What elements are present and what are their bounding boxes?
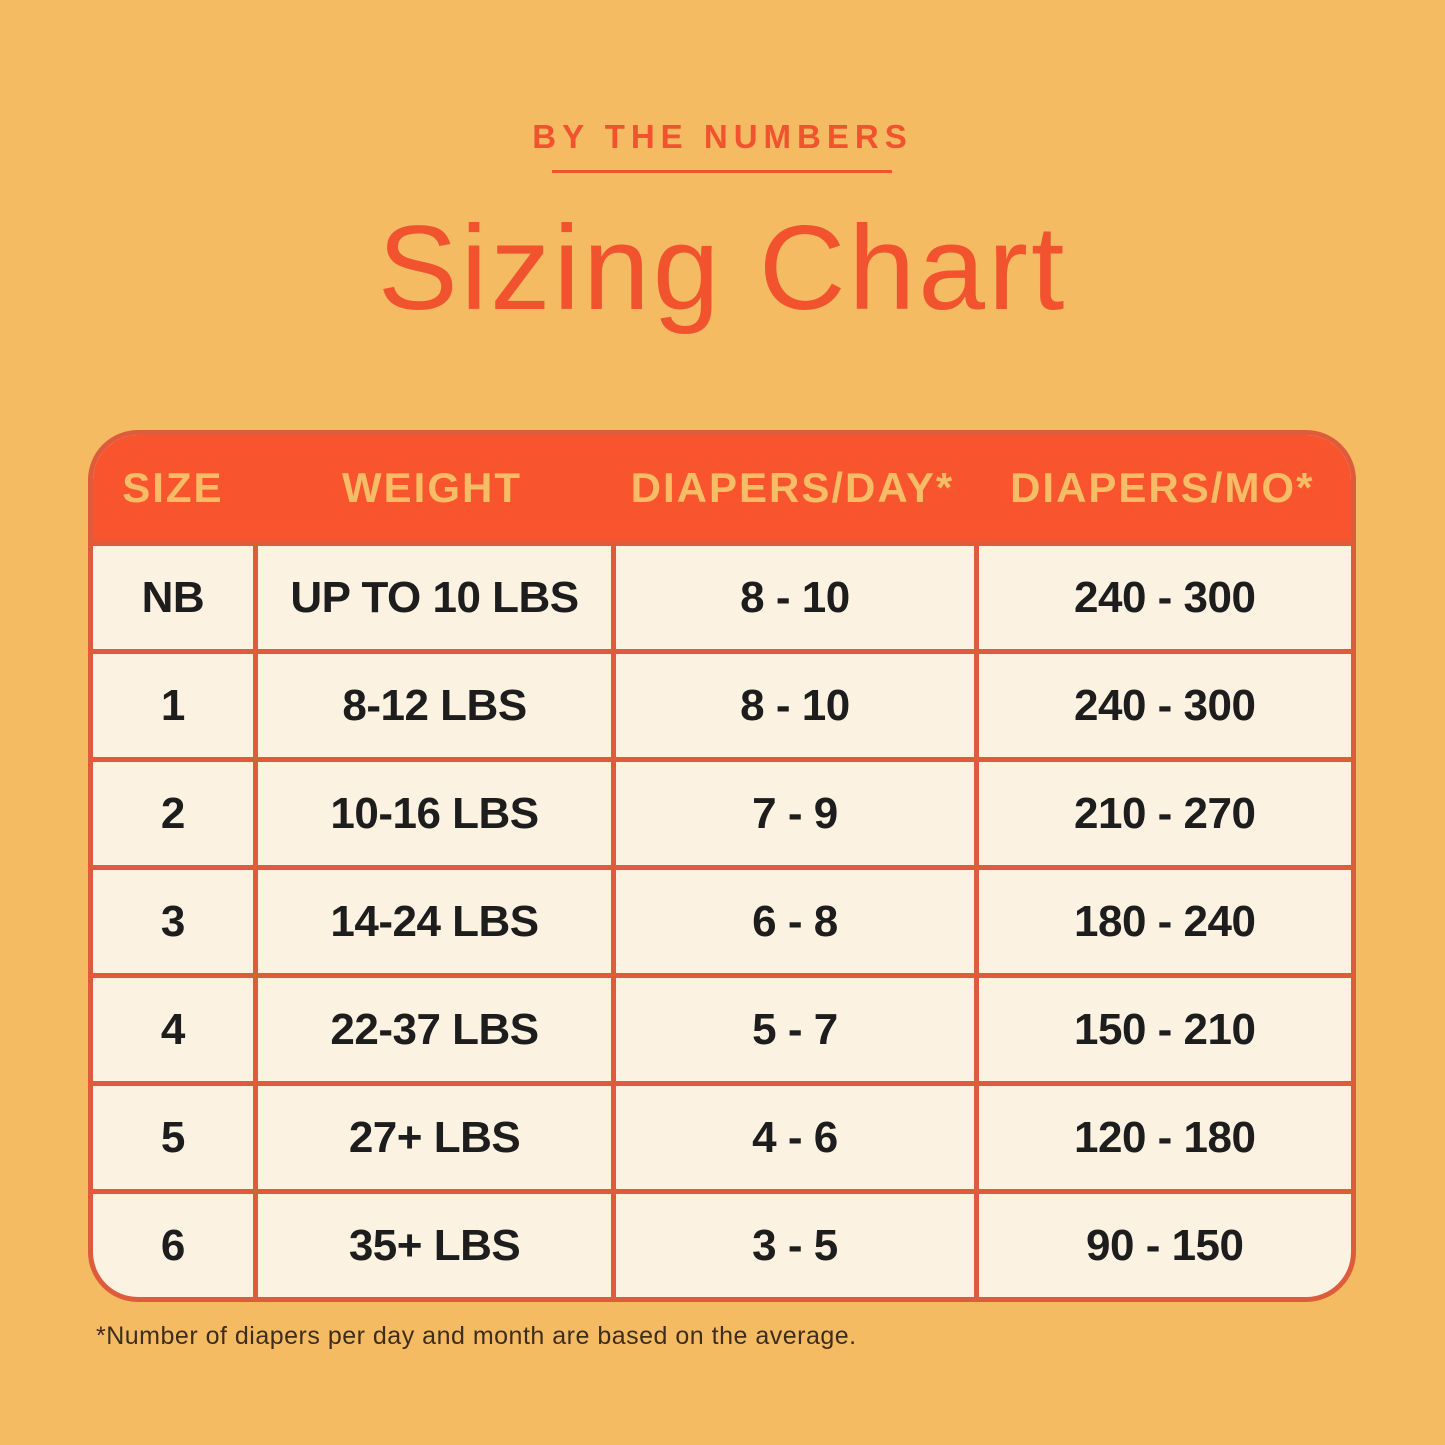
table-row: 3 14-24 LBS 6 - 8 180 - 240 <box>93 865 1351 973</box>
cell-diapers-day: 8 - 10 <box>611 654 973 757</box>
cell-diapers-month: 240 - 300 <box>973 546 1351 649</box>
cell-size: 4 <box>160 1004 185 1054</box>
eyebrow-rule <box>552 170 892 173</box>
cell-diapers-month: 240 - 300 <box>973 654 1351 757</box>
cell-size: 2 <box>160 788 185 838</box>
cell-weight: 8-12 LBS <box>252 654 612 757</box>
table-row: 6 35+ LBS 3 - 5 90 - 150 <box>93 1189 1351 1297</box>
cell-diapers-day: 6 - 8 <box>611 870 973 973</box>
table-row: 4 22-37 LBS 5 - 7 150 - 210 <box>93 973 1351 1081</box>
cell-weight: 35+ LBS <box>252 1194 612 1297</box>
footnote: *Number of diapers per day and month are… <box>96 1322 857 1350</box>
table-row: 5 27+ LBS 4 - 6 120 - 180 <box>93 1081 1351 1189</box>
eyebrow-label: BY THE NUMBERS <box>532 118 913 155</box>
cell-weight: UP TO 10 LBS <box>252 546 612 649</box>
column-header-diapers-month: DIAPERS/MO* <box>1010 464 1315 511</box>
cell-size: 5 <box>160 1112 185 1162</box>
table-body: NB UP TO 10 LBS 8 - 10 240 - 300 1 8-12 … <box>93 541 1351 1297</box>
sizing-table: SIZE WEIGHT DIAPERS/DAY* DIAPERS/MO* NB … <box>88 430 1356 1302</box>
table-row: 1 8-12 LBS 8 - 10 240 - 300 <box>93 649 1351 757</box>
cell-weight: 22-37 LBS <box>252 978 612 1081</box>
cell-diapers-day: 3 - 5 <box>611 1194 973 1297</box>
page-title: Sizing Chart <box>377 201 1068 335</box>
cell-diapers-day: 4 - 6 <box>611 1086 973 1189</box>
cell-size: 1 <box>160 680 185 730</box>
cell-diapers-month: 150 - 210 <box>973 978 1351 1081</box>
cell-diapers-month: 180 - 240 <box>973 870 1351 973</box>
column-header-weight: WEIGHT <box>342 464 523 511</box>
cell-size: 3 <box>160 896 185 946</box>
table-header-row: SIZE WEIGHT DIAPERS/DAY* DIAPERS/MO* <box>93 435 1351 541</box>
cell-weight: 27+ LBS <box>252 1086 612 1189</box>
cell-weight: 14-24 LBS <box>252 870 612 973</box>
table-row: NB UP TO 10 LBS 8 - 10 240 - 300 <box>93 541 1351 649</box>
cell-diapers-day: 7 - 9 <box>611 762 973 865</box>
cell-size: NB <box>141 572 205 622</box>
cell-diapers-day: 8 - 10 <box>611 546 973 649</box>
cell-diapers-month: 210 - 270 <box>973 762 1351 865</box>
table-row: 2 10-16 LBS 7 - 9 210 - 270 <box>93 757 1351 865</box>
cell-diapers-day: 5 - 7 <box>611 978 973 1081</box>
cell-diapers-month: 90 - 150 <box>973 1194 1351 1297</box>
column-header-size: SIZE <box>122 464 224 511</box>
cell-diapers-month: 120 - 180 <box>973 1086 1351 1189</box>
cell-weight: 10-16 LBS <box>252 762 612 865</box>
column-header-diapers-day: DIAPERS/DAY* <box>630 464 955 511</box>
cell-size: 6 <box>160 1220 185 1270</box>
